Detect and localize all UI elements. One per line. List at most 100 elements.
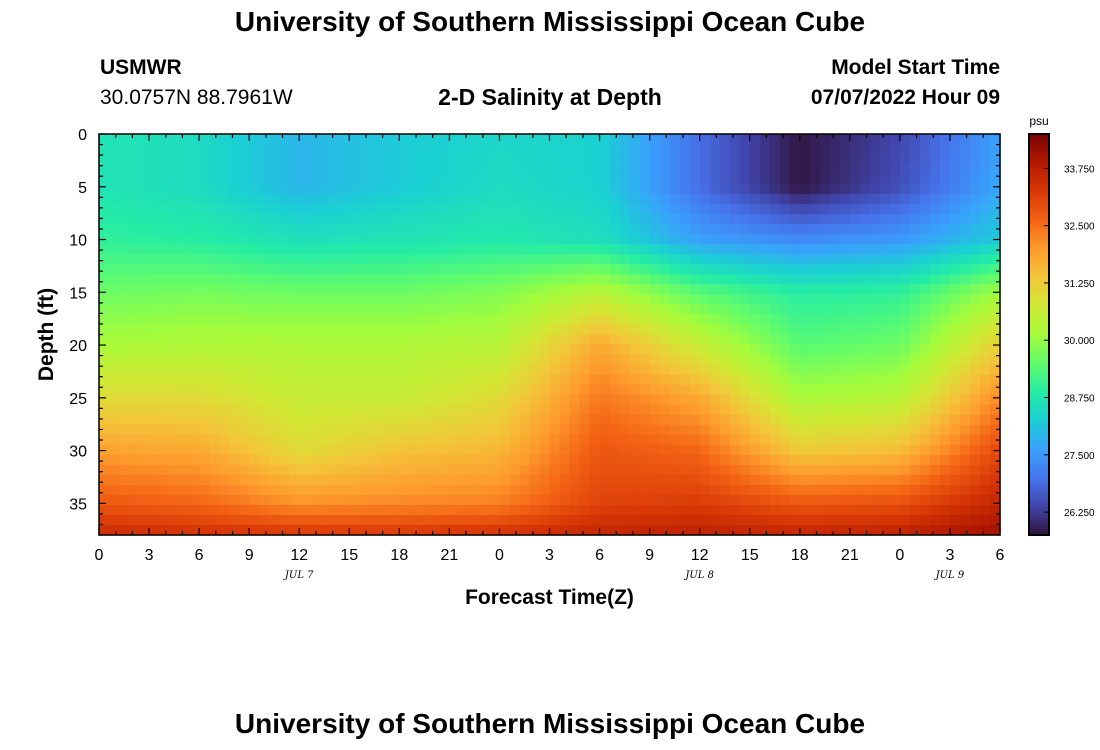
heatmap-cell xyxy=(489,364,501,376)
heatmap-cell xyxy=(149,274,160,285)
heatmap-cell xyxy=(579,244,591,255)
heatmap-cell xyxy=(359,264,370,275)
heatmap-cell xyxy=(659,354,671,366)
heatmap-cell xyxy=(649,404,661,416)
heatmap-cell xyxy=(699,374,711,386)
heatmap-cell xyxy=(769,264,781,275)
heatmap-cell xyxy=(819,304,831,316)
heatmap-cell xyxy=(839,224,851,235)
heatmap-cell xyxy=(539,404,551,416)
heatmap-cell xyxy=(779,134,791,145)
heatmap-cell xyxy=(809,274,821,285)
heatmap-cell xyxy=(909,294,921,306)
heatmap-cell xyxy=(889,174,901,185)
heatmap-cell xyxy=(309,484,320,496)
heatmap-cell xyxy=(519,424,531,436)
colorbar-segment xyxy=(1029,345,1049,350)
heatmap-cell xyxy=(239,374,250,386)
heatmap-cell xyxy=(859,504,871,516)
heatmap-cell xyxy=(569,344,581,356)
heatmap-cell xyxy=(949,224,961,235)
heatmap-cell xyxy=(349,364,360,376)
heatmap-cell xyxy=(559,454,571,466)
heatmap-cell xyxy=(839,144,851,155)
heatmap-cell xyxy=(349,354,360,366)
heatmap-cell xyxy=(849,374,861,386)
heatmap-cell xyxy=(889,254,901,265)
heatmap-cell xyxy=(639,184,651,195)
heatmap-cell xyxy=(479,394,491,406)
heatmap-cell xyxy=(539,464,551,476)
heatmap-cell xyxy=(489,254,501,265)
heatmap-cell xyxy=(529,424,541,436)
heatmap-cell xyxy=(619,424,631,436)
heatmap-cell xyxy=(839,414,851,426)
heatmap-cell xyxy=(279,484,290,496)
heatmap-cell xyxy=(569,234,581,245)
heatmap-cell xyxy=(669,524,681,536)
heatmap-cell xyxy=(839,394,851,406)
heatmap-cell xyxy=(979,274,991,285)
heatmap-cell xyxy=(919,184,931,195)
heatmap-cell xyxy=(439,334,450,346)
heatmap-cell xyxy=(99,334,110,346)
heatmap-cell xyxy=(979,384,991,396)
heatmap-cell xyxy=(609,524,621,536)
heatmap-cell xyxy=(639,154,651,165)
heatmap-cell xyxy=(309,434,320,446)
station-coordinates: 30.0757N 88.7961W xyxy=(100,86,293,109)
heatmap-cell xyxy=(429,264,440,275)
heatmap-cell xyxy=(649,384,661,396)
heatmap-cell xyxy=(129,514,140,526)
heatmap-cell xyxy=(99,414,110,426)
heatmap-cell xyxy=(479,344,491,356)
heatmap-cell xyxy=(969,234,981,245)
y-tick-label: 20 xyxy=(69,338,87,355)
heatmap-cell xyxy=(679,504,691,516)
heatmap-cell xyxy=(489,224,501,235)
heatmap-cell xyxy=(499,234,511,245)
heatmap-cell xyxy=(799,304,811,316)
heatmap-cell xyxy=(249,464,260,476)
heatmap-cell xyxy=(789,434,801,446)
heatmap-cell xyxy=(329,334,340,346)
heatmap-cell xyxy=(459,444,471,456)
heatmap-cell xyxy=(559,294,571,306)
heatmap-cell xyxy=(529,394,541,406)
heatmap-cell xyxy=(509,304,521,316)
heatmap-cell xyxy=(719,184,731,195)
heatmap-cell xyxy=(149,364,160,376)
heatmap-cell xyxy=(639,494,651,506)
heatmap-cell xyxy=(779,204,791,215)
heatmap-cell xyxy=(539,314,551,326)
heatmap-cell xyxy=(379,434,390,446)
heatmap-cell xyxy=(209,474,220,486)
heatmap-cell xyxy=(769,234,781,245)
heatmap-cell xyxy=(159,144,170,155)
heatmap-cell xyxy=(589,514,601,526)
heatmap-cell xyxy=(369,234,380,245)
heatmap-cell xyxy=(129,194,140,205)
heatmap-cell xyxy=(549,284,561,296)
heatmap-cell xyxy=(109,184,120,195)
heatmap-cell xyxy=(689,274,701,285)
heatmap-cell xyxy=(969,404,981,416)
heatmap-cell xyxy=(579,134,591,145)
heatmap-cell xyxy=(139,324,150,336)
heatmap-cell xyxy=(899,444,911,456)
heatmap-cell xyxy=(739,424,751,436)
heatmap-cell xyxy=(649,464,661,476)
y-tick-label: 35 xyxy=(69,496,87,513)
heatmap-cell xyxy=(669,254,681,265)
heatmap-cell xyxy=(479,464,491,476)
heatmap-cell xyxy=(99,424,110,436)
heatmap-cell xyxy=(749,144,761,155)
heatmap-cell xyxy=(449,524,460,536)
heatmap-cell xyxy=(989,184,1001,195)
heatmap-cell xyxy=(369,194,380,205)
heatmap-cell xyxy=(869,434,881,446)
heatmap-cell xyxy=(189,434,200,446)
heatmap-cell xyxy=(269,434,280,446)
heatmap-cell xyxy=(179,234,190,245)
heatmap-cell xyxy=(649,514,661,526)
